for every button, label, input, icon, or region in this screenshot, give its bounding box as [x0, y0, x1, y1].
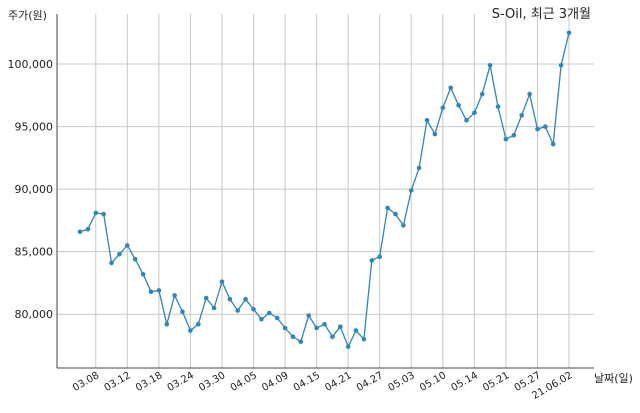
x-tick-label: 03.08 [71, 370, 101, 394]
data-point [259, 316, 264, 322]
data-point [424, 118, 430, 123]
data-point [464, 118, 469, 123]
data-point [314, 325, 319, 331]
data-point [164, 321, 170, 327]
data-point [503, 136, 509, 142]
data-point [487, 63, 493, 68]
x-tick-label: 04.21 [323, 370, 353, 394]
data-point [558, 63, 564, 68]
y-tick-label: 80,000 [15, 308, 54, 321]
grid-lines [57, 14, 594, 368]
data-point [322, 321, 327, 327]
data-point [211, 305, 217, 311]
data-point [219, 279, 225, 285]
x-tick-label: 03.24 [166, 370, 196, 394]
x-tick-label: 05.14 [450, 370, 480, 394]
data-point [409, 188, 414, 193]
data-point [267, 310, 272, 316]
y-tick-label: 90,000 [15, 183, 54, 196]
data-point [140, 271, 146, 277]
data-point [85, 226, 91, 232]
chart-title: S-Oil, 최근 3개월 [492, 7, 591, 22]
data-point [527, 91, 532, 97]
data-point [188, 328, 193, 333]
x-tick-label: 03.12 [103, 370, 133, 394]
data-point [117, 251, 122, 257]
data-point [479, 91, 485, 97]
data-point [101, 211, 106, 217]
x-tick-label: 04.27 [355, 370, 385, 394]
data-point [472, 110, 477, 116]
data-point [298, 339, 304, 345]
data-point [93, 210, 99, 216]
data-point [180, 309, 185, 315]
data-point [393, 211, 398, 217]
data-point [401, 223, 406, 228]
y-tick-labels: 80,000 85,000 90,000 95,000 100,000 [8, 58, 54, 321]
data-point [377, 254, 383, 259]
data-point [345, 344, 351, 350]
data-point [535, 126, 540, 132]
data-point [125, 243, 130, 248]
y-tick-label: 100,000 [8, 58, 54, 71]
data-point [203, 295, 209, 301]
data-point [338, 324, 343, 330]
data-point [361, 336, 367, 342]
x-tick-label: 05.10 [418, 370, 448, 394]
data-point [495, 104, 501, 109]
data-point [511, 133, 517, 138]
x-tick-label: 04.15 [292, 370, 322, 394]
data-point [543, 124, 548, 129]
data-point [306, 313, 312, 318]
data-point [227, 296, 233, 302]
data-point [369, 258, 375, 263]
y-tick-label: 85,000 [15, 246, 54, 259]
data-point [274, 315, 280, 321]
data-point [282, 325, 288, 331]
data-point [77, 229, 83, 234]
data-point [148, 289, 154, 295]
data-point [416, 165, 422, 171]
data-point [290, 334, 296, 340]
y-axis-label: 주가(원) [8, 9, 47, 22]
data-point [132, 256, 138, 262]
data-point [243, 296, 248, 302]
x-tick-label: 05.21 [481, 370, 511, 394]
data-point [251, 306, 256, 312]
data-point [448, 85, 454, 91]
x-axis-label: 날짜(일) [594, 371, 633, 385]
x-tick-label: 03.30 [197, 370, 227, 394]
data-point [456, 103, 461, 108]
y-tick-label: 95,000 [15, 121, 54, 134]
series-group [77, 30, 572, 350]
data-point [566, 30, 572, 36]
data-point [330, 334, 335, 340]
data-point [385, 205, 390, 211]
axes [56, 14, 594, 369]
data-point [353, 328, 359, 333]
data-point [172, 293, 177, 298]
data-point [519, 113, 524, 118]
data-point [109, 260, 114, 266]
data-point [196, 321, 201, 327]
x-tick-label: 04.05 [229, 370, 259, 394]
x-tick-label: 04.09 [260, 370, 290, 394]
price-line [79, 32, 570, 348]
x-tick-label: 05.03 [386, 370, 416, 394]
data-point [432, 131, 438, 137]
data-point [440, 105, 446, 111]
data-point [235, 308, 240, 313]
data-point [156, 288, 162, 293]
data-point [550, 141, 556, 147]
x-tick-labels: 03.08 03.12 03.18 03.24 03.30 04.05 04.09 04.15… [71, 370, 575, 402]
x-tick-label: 03.18 [134, 370, 164, 394]
